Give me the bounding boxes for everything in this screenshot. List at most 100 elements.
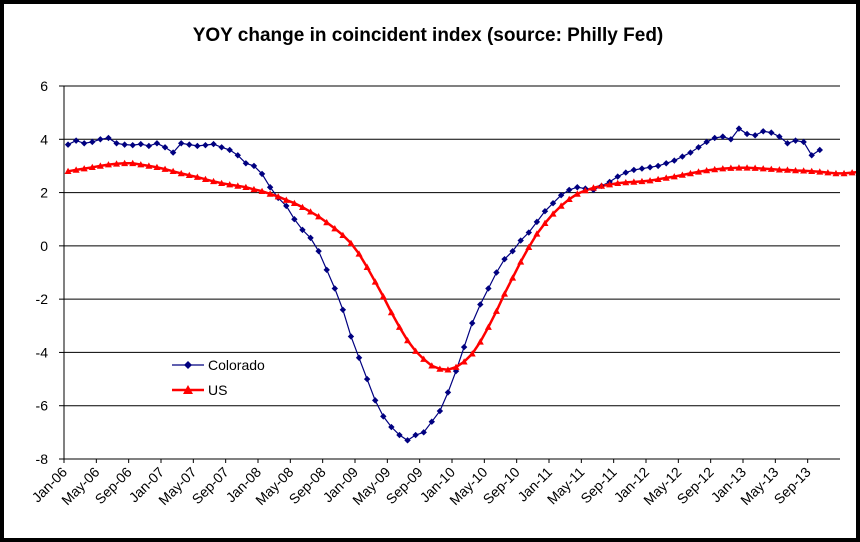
x-tick-label: Sep-13 (771, 464, 814, 507)
data-point-colorado (380, 413, 387, 420)
data-point-us (153, 163, 161, 171)
line-chart: YOY change in coincident index (source: … (29, 25, 856, 508)
data-point-us (339, 231, 347, 238)
data-point-colorado (161, 144, 169, 151)
data-point-us (404, 336, 412, 344)
data-point-us (315, 213, 323, 220)
data-point-colorado (784, 140, 791, 147)
data-point-us (412, 347, 420, 354)
data-point-us (104, 161, 112, 168)
x-tick-label: Sep-06 (92, 464, 135, 507)
data-point-us (298, 203, 306, 211)
data-point-colorado (372, 397, 379, 404)
data-point-us (460, 358, 468, 365)
x-tick-label: May-11 (544, 464, 588, 508)
data-point-colorado (412, 431, 419, 439)
data-point-us (517, 258, 525, 265)
data-point-colorado (137, 140, 144, 148)
data-point-us (678, 171, 686, 178)
data-point-colorado (792, 137, 799, 144)
data-point-colorado (477, 301, 484, 308)
data-point-colorado (339, 306, 347, 313)
data-point-us (468, 350, 476, 357)
data-point-colorado (266, 184, 274, 191)
legend-us-label: US (208, 382, 227, 398)
data-point-colorado (194, 142, 201, 150)
data-point-us (646, 177, 654, 184)
data-point-colorado (72, 137, 80, 144)
data-point-us (210, 177, 218, 185)
data-point-us (379, 292, 387, 300)
y-tick-label: -4 (36, 344, 49, 360)
data-point-us (266, 190, 274, 197)
data-point-us (533, 230, 541, 237)
data-point-us (711, 165, 719, 173)
y-tick-label: -2 (36, 291, 49, 307)
series-lines (67, 127, 856, 442)
data-point-us (824, 169, 832, 176)
gridlines (63, 85, 840, 460)
data-point-colorado (549, 200, 557, 207)
data-point-us (121, 159, 129, 167)
data-point-us (234, 182, 242, 189)
data-point-colorado (363, 375, 371, 383)
data-point-colorado (355, 354, 363, 361)
data-point-colorado (420, 429, 427, 436)
data-point-colorado (460, 343, 468, 351)
data-point-colorado (258, 170, 266, 178)
data-point-colorado (202, 141, 209, 149)
data-point-colorado (541, 208, 549, 215)
data-point-us (606, 181, 614, 188)
data-point-colorado (509, 247, 516, 255)
y-tick-label: -8 (36, 451, 49, 467)
data-point-us (565, 195, 573, 203)
x-tick-label: Sep-07 (189, 464, 232, 507)
data-point-us (444, 366, 452, 373)
data-point-us (420, 355, 428, 362)
x-tick-label: Sep-11 (577, 464, 620, 507)
data-point-us (177, 169, 185, 177)
data-point-us (387, 308, 395, 316)
data-point-us (557, 202, 565, 209)
data-point-us (436, 365, 444, 372)
data-point-us (581, 186, 589, 194)
data-point-colorado (129, 141, 136, 149)
data-point-colorado (622, 169, 629, 176)
data-point-colorado (121, 141, 128, 148)
data-point-us (751, 164, 759, 171)
series-markers (64, 125, 856, 444)
data-point-colorado (178, 140, 185, 147)
data-point-us (686, 169, 694, 177)
chart-title: YOY change in coincident index (source: … (193, 25, 664, 46)
data-point-us (137, 161, 145, 168)
data-point-us (193, 173, 201, 180)
data-point-us (492, 307, 500, 314)
data-point-colorado (630, 166, 638, 174)
data-point-us (662, 174, 670, 181)
data-point-colorado (776, 133, 783, 140)
data-point-colorado (97, 136, 104, 143)
data-point-colorado (89, 138, 96, 146)
data-point-colorado (663, 160, 670, 167)
data-point-us (201, 175, 209, 183)
data-point-colorado (436, 407, 444, 415)
data-point-us (840, 169, 848, 177)
y-tick-label: 6 (40, 78, 48, 94)
data-point-us (347, 239, 355, 246)
data-point-colorado (105, 134, 112, 142)
data-point-colorado (242, 160, 250, 167)
data-point-us (355, 250, 363, 257)
data-point-colorado (557, 192, 565, 199)
data-point-us (541, 219, 549, 227)
data-point-us (614, 179, 622, 187)
x-tick-label: Sep-10 (480, 464, 523, 507)
data-point-us (759, 165, 767, 172)
data-point-us (96, 162, 104, 169)
data-point-us (218, 179, 226, 187)
data-point-colorado (315, 247, 322, 255)
data-point-us (792, 166, 800, 174)
data-point-us (848, 169, 856, 176)
data-point-colorado (566, 186, 573, 194)
data-point-colorado (113, 140, 120, 147)
data-point-us (549, 210, 557, 217)
